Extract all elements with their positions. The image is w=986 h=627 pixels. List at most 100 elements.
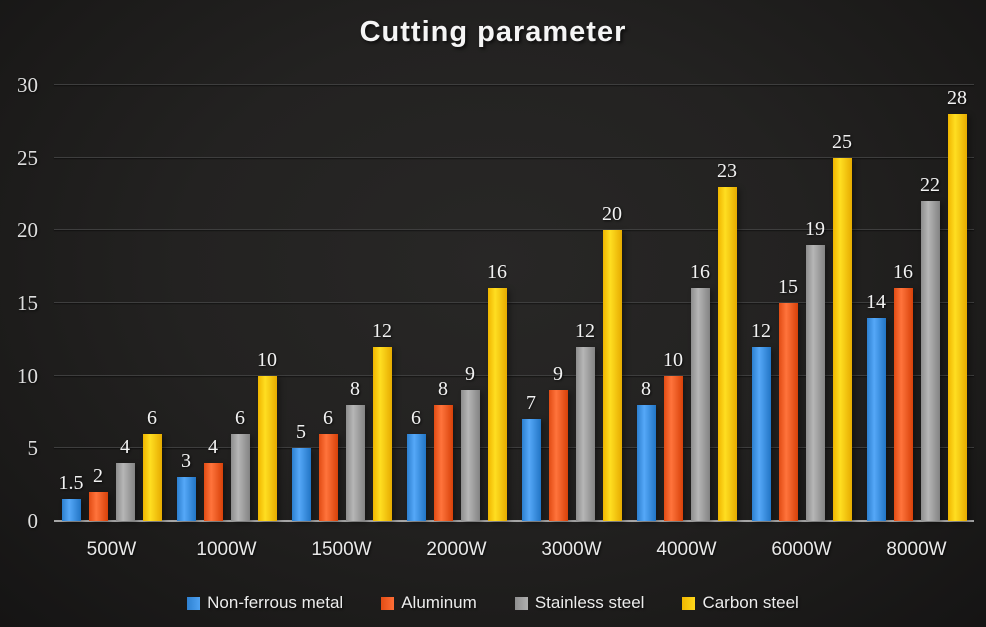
gridline <box>54 302 974 303</box>
bar-group: 6 8 9 16 2000W <box>399 85 514 560</box>
x-axis-label: 500W <box>86 539 137 560</box>
bar-value-label: 7 <box>526 392 536 415</box>
bar-value-label: 16 <box>487 261 507 284</box>
legend-swatch-icon <box>682 596 696 610</box>
bar: 10 <box>257 349 277 521</box>
bar-value-label: 20 <box>602 203 622 226</box>
y-axis-tick-label: 20 <box>17 218 38 243</box>
legend-item: Carbon steel <box>682 593 799 613</box>
bar: 8 <box>433 378 453 521</box>
legend-swatch-icon <box>381 596 395 610</box>
bar: 15 <box>778 276 798 521</box>
legend-label: Aluminum <box>401 593 477 612</box>
bar: 8 <box>636 378 656 521</box>
bar-value-label: 16 <box>690 261 710 284</box>
x-axis-label: 3000W <box>541 539 602 560</box>
gridline <box>54 374 974 376</box>
bar-value-label: 23 <box>717 159 737 182</box>
bar-value-label: 12 <box>372 319 392 342</box>
gridline <box>54 447 974 449</box>
x-axis-label: 6000W <box>771 539 832 560</box>
bar: 6 <box>230 407 250 521</box>
legend-swatch-icon <box>187 596 201 610</box>
legend-item: Stainless steel <box>514 593 645 613</box>
gridline <box>54 156 974 158</box>
plot-area: 1.5 2 4 6 500W 3 4 6 10 1000W 5 6 8 12 1500W 6 8 9 16 2000W… <box>54 84 974 560</box>
bar-value-label: 8 <box>350 377 360 400</box>
y-axis-tick-label: 30 <box>17 73 38 97</box>
bar-group: 8 10 16 23 4000W <box>629 85 744 560</box>
bar: 25 <box>832 131 852 521</box>
bar: 10 <box>663 349 683 521</box>
bar: 5 <box>291 421 311 521</box>
bar-value-label: 12 <box>751 319 771 342</box>
y-axis-tick-label: 5 <box>27 436 39 461</box>
bar-value-label: 8 <box>641 377 651 400</box>
x-axis-line <box>54 520 974 522</box>
bar: 4 <box>203 436 223 521</box>
bar-value-label: 14 <box>866 290 886 313</box>
bar-value-label: 9 <box>465 363 475 386</box>
bar-group: 7 9 12 20 3000W <box>514 85 629 560</box>
gridline <box>54 229 974 231</box>
legend-item: Non-ferrous metal <box>187 593 343 613</box>
bar: 12 <box>372 320 392 521</box>
bar-value-label: 19 <box>805 217 825 240</box>
bar-group: 14 16 22 28 8000W <box>859 85 974 560</box>
bar-value-label: 6 <box>323 406 333 429</box>
bar-value-label: 28 <box>947 87 967 110</box>
bar: 16 <box>690 261 710 521</box>
bar: 12 <box>751 320 771 521</box>
bar-value-label: 4 <box>208 435 218 458</box>
bar: 20 <box>602 203 622 521</box>
x-axis-label: 1500W <box>311 539 372 560</box>
bar-group: 3 4 6 10 1000W <box>169 85 284 560</box>
bar: 7 <box>521 392 541 521</box>
legend-label: Non-ferrous metal <box>207 593 344 612</box>
legend-swatch-icon <box>514 596 528 610</box>
bar-value-label: 6 <box>147 406 157 429</box>
bar-value-label: 5 <box>296 421 306 444</box>
y-axis-tick-label: 0 <box>27 509 39 533</box>
bar-value-label: 6 <box>411 406 421 429</box>
legend-label: Stainless steel <box>534 593 645 612</box>
bar-value-label: 8 <box>438 377 448 400</box>
bar: 12 <box>575 320 595 521</box>
legend: Non-ferrous metal Aluminum Stainless steel… <box>0 593 986 613</box>
gridline <box>54 84 974 85</box>
bar-value-label: 12 <box>575 319 595 342</box>
y-axis: 0 5 10 15 20 25 30 <box>0 73 42 533</box>
bar: 6 <box>406 407 426 521</box>
bar-value-label: 16 <box>893 261 913 284</box>
bar-value-label: 25 <box>832 130 852 153</box>
y-axis-tick-label: 25 <box>17 145 38 170</box>
bar: 3 <box>176 450 196 521</box>
bar: 6 <box>142 407 162 521</box>
bar-value-label: 4 <box>120 435 130 458</box>
bar: 22 <box>920 174 940 521</box>
bar-value-label: 15 <box>778 276 798 298</box>
bar-groups: 1.5 2 4 6 500W 3 4 6 10 1000W 5 6 8 12 1500W 6 8 9 16 2000W… <box>54 85 974 560</box>
bar: 9 <box>548 363 568 521</box>
legend-label: Carbon steel <box>702 593 799 612</box>
bar-value-label: 10 <box>257 348 277 371</box>
x-axis-label: 1000W <box>196 539 257 560</box>
bar-value-label: 9 <box>553 363 563 386</box>
bar: 6 <box>318 407 338 521</box>
bar: 2 <box>88 465 108 521</box>
bar-value-label: 6 <box>235 406 245 429</box>
y-axis-tick-label: 10 <box>17 363 38 388</box>
x-axis-label: 8000W <box>886 539 947 560</box>
bar: 16 <box>487 261 507 521</box>
bar-value-label: 1.5 <box>58 472 84 495</box>
chart-title: Cutting parameter <box>359 16 627 48</box>
bar: 8 <box>345 378 365 521</box>
bar-group: 5 6 8 12 1500W <box>284 85 399 560</box>
bar-value-label: 2 <box>93 464 103 487</box>
bar: 16 <box>893 261 913 521</box>
bar-value-label: 3 <box>181 450 191 473</box>
bar-group: 1.5 2 4 6 500W <box>54 85 169 560</box>
bar-value-label: 22 <box>920 174 940 197</box>
bar: 9 <box>460 363 480 521</box>
